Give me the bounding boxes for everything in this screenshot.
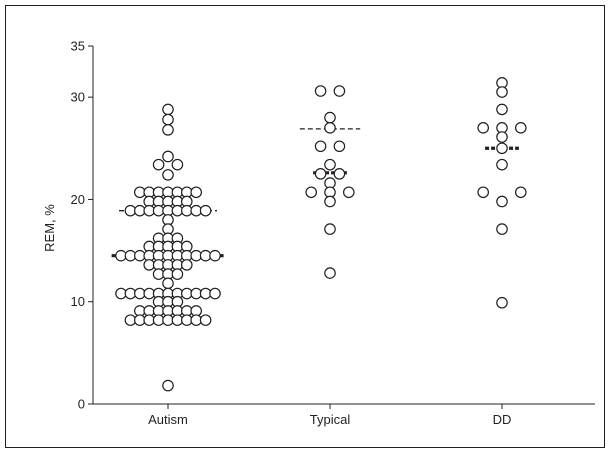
data-point-autism xyxy=(171,158,184,171)
data-point-typical xyxy=(324,122,336,134)
data-point-dd xyxy=(514,122,527,134)
data-point-typical xyxy=(324,158,336,171)
data-point-autism xyxy=(162,113,174,126)
data-point-typical xyxy=(305,186,317,199)
data-point-autism xyxy=(162,169,174,181)
data-point-dd xyxy=(496,86,508,98)
data-point-autism xyxy=(171,268,184,280)
data-point-dd xyxy=(477,186,489,199)
data-point-dd xyxy=(514,186,527,199)
data-point-typical xyxy=(342,186,355,199)
data-point-dd xyxy=(477,122,489,134)
data-point-autism xyxy=(162,124,174,136)
data-point-autism xyxy=(209,287,221,300)
data-point-typical xyxy=(324,111,336,124)
data-point-typical xyxy=(324,195,336,208)
data-point-typical xyxy=(314,168,327,180)
y-tick-label: 10 xyxy=(71,294,85,309)
data-point-typical xyxy=(314,85,327,97)
x-tick-label-typical: Typical xyxy=(310,412,351,427)
y-tick-label: 20 xyxy=(71,192,85,207)
data-point-typical xyxy=(324,267,336,279)
data-point-autism xyxy=(162,379,174,392)
data-point-autism xyxy=(209,249,221,262)
data-points xyxy=(115,77,527,392)
data-point-typical xyxy=(324,223,336,235)
data-point-autism xyxy=(181,259,193,271)
data-point-dd xyxy=(496,223,508,235)
x-tick-label-dd: DD xyxy=(493,412,512,427)
data-point-autism xyxy=(152,158,165,171)
data-point-autism xyxy=(199,314,212,326)
data-point-typical xyxy=(333,168,346,180)
data-point-autism xyxy=(162,103,174,116)
y-axis-title: REM, % xyxy=(42,204,57,252)
data-point-dd xyxy=(496,158,508,171)
y-tick-label: 30 xyxy=(71,90,85,105)
x-tick-label-autism: Autism xyxy=(148,412,188,427)
data-point-dd xyxy=(496,131,508,143)
data-point-dd xyxy=(496,103,508,116)
data-point-dd xyxy=(496,296,508,309)
axes: 0 10 20 30 35 Autism Typical DD xyxy=(71,39,595,427)
data-point-autism xyxy=(162,150,174,163)
data-point-dd xyxy=(496,142,508,155)
y-tick-label: 35 xyxy=(71,39,85,54)
data-point-autism xyxy=(162,277,174,290)
data-point-typical xyxy=(314,140,327,153)
data-point-dd xyxy=(496,195,508,208)
y-tick-label: 0 xyxy=(78,397,85,412)
data-point-autism xyxy=(190,186,202,199)
data-point-typical xyxy=(333,140,346,153)
data-point-autism xyxy=(199,204,212,217)
data-point-typical xyxy=(333,85,346,97)
